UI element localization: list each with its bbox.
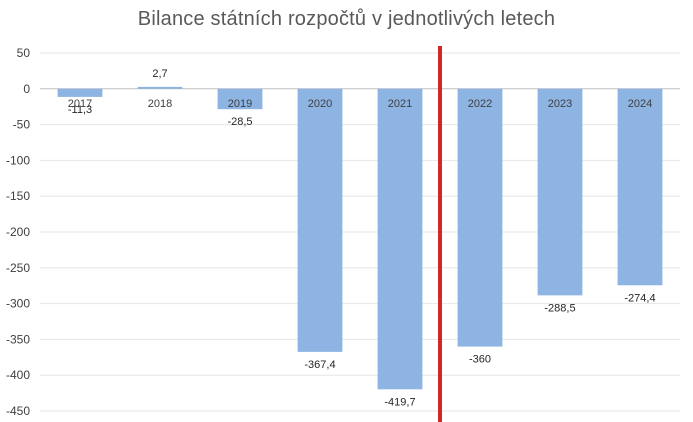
bar-2023: [537, 88, 583, 296]
y-tick-label: 50: [17, 46, 31, 60]
data-label: -274,4: [624, 292, 655, 304]
chart-title: Bilance státních rozpočtů v jednotlivých…: [137, 8, 556, 30]
bar-2019: [217, 88, 263, 110]
category-label: 2017: [68, 98, 92, 110]
y-tick-label: -50: [13, 118, 31, 132]
y-tick-label: -300: [6, 297, 30, 311]
y-tick-label: -250: [6, 261, 30, 275]
category-label: 2020: [308, 98, 332, 110]
data-label: 2,7: [152, 68, 167, 80]
bar-2018: [137, 86, 183, 89]
data-label: -419,7: [384, 396, 415, 408]
category-label: 2021: [388, 98, 412, 110]
y-tick-label: -400: [6, 368, 30, 382]
category-label: 2018: [148, 98, 172, 110]
bar-2022: [457, 88, 503, 347]
y-tick-label: -100: [6, 153, 30, 167]
gridlines: [40, 52, 680, 412]
y-tick-label: -150: [6, 189, 30, 203]
bar-2017: [57, 88, 103, 97]
bar-2021: [377, 88, 423, 390]
y-tick-label: -450: [6, 404, 30, 418]
data-label: -11,3: [68, 104, 92, 116]
data-labels: -11,3 2,7 -28,5 -367,4 -419,7 -360 -288,5 -274,…: [68, 68, 656, 408]
y-tick-label: -200: [6, 225, 30, 239]
data-label: -360: [469, 354, 491, 366]
category-label: 2022: [468, 98, 492, 110]
data-label: -367,4: [304, 359, 335, 371]
category-label: 2023: [548, 98, 572, 110]
category-label: 2019: [228, 98, 252, 110]
bars: [57, 86, 663, 390]
y-tick-label: 0: [23, 82, 30, 96]
y-tick-label: -350: [6, 332, 30, 346]
category-labels: 2017 2018 2019 2020 2021 2022 2023 2024: [68, 98, 652, 110]
data-label: -288,5: [544, 302, 575, 314]
y-axis-ticks: 50 0 -50 -100 -150 -200 -250 -300 -350 -400 -450: [6, 46, 30, 418]
data-label: -28,5: [227, 116, 252, 128]
category-label: 2024: [628, 98, 652, 110]
bar-2024: [617, 88, 663, 286]
bar-2020: [297, 88, 343, 352]
